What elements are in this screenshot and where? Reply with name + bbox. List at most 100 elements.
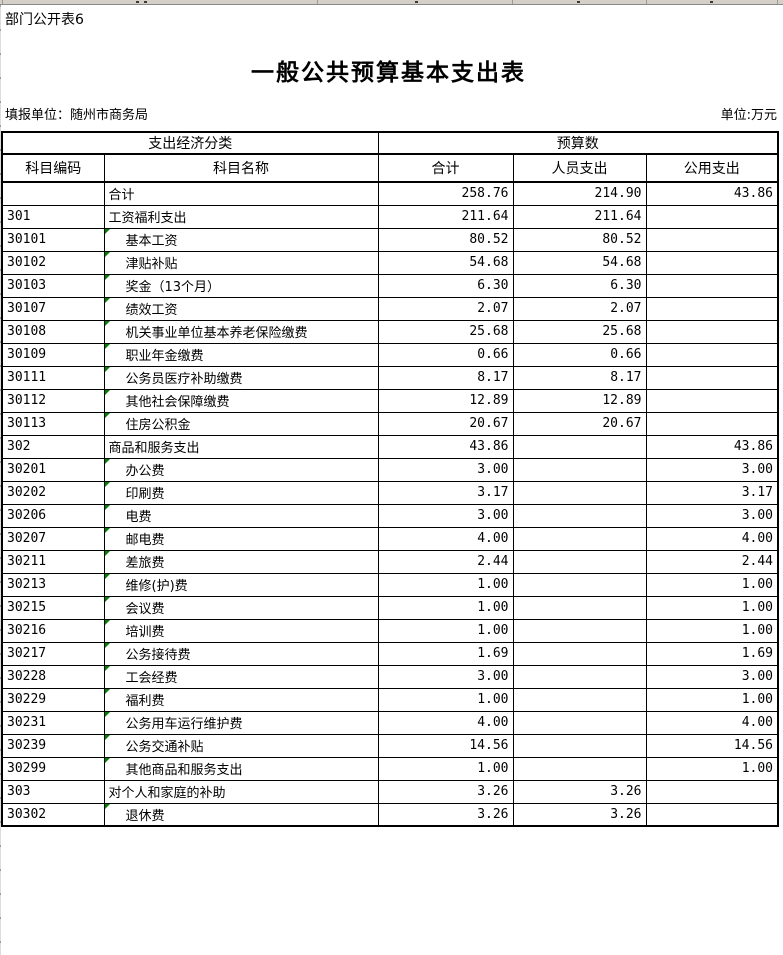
cell-total-value[interactable]: 3.00 <box>377 457 514 482</box>
cell-public-value[interactable] <box>645 204 779 229</box>
cell-personnel-value[interactable]: 3.26 <box>512 779 647 804</box>
cell-total-value[interactable]: 25.68 <box>377 319 514 344</box>
cell-total-value[interactable]: 12.89 <box>377 388 514 413</box>
cell-subject-code[interactable]: 30302 <box>1 802 105 827</box>
cell-subject-name[interactable]: 商品和服务支出 <box>103 434 379 459</box>
cell-public-value[interactable] <box>645 388 779 413</box>
cell-public-value[interactable] <box>645 296 779 321</box>
cell-public-value[interactable]: 3.17 <box>645 480 779 505</box>
cell-subject-name[interactable]: 机关事业单位基本养老保险缴费 <box>103 319 379 344</box>
cell-subject-code[interactable]: 30215 <box>1 595 105 620</box>
cell-personnel-value[interactable] <box>512 618 647 643</box>
cell-subject-code[interactable]: 302 <box>1 434 105 459</box>
cell-total-value[interactable]: 1.00 <box>377 756 514 781</box>
cell-subject-name[interactable]: 邮电费 <box>103 526 379 551</box>
cell-subject-name[interactable]: 公务交通补贴 <box>103 733 379 758</box>
cell-total-value[interactable]: 1.00 <box>377 687 514 712</box>
cell-subject-code[interactable]: 30201 <box>1 457 105 482</box>
cell-public-value[interactable]: 43.86 <box>645 434 779 459</box>
cell-personnel-value[interactable]: 3.26 <box>512 802 647 827</box>
cell-personnel-value[interactable]: 54.68 <box>512 250 647 275</box>
cell-personnel-value[interactable]: 2.07 <box>512 296 647 321</box>
cell-subject-code[interactable]: 303 <box>1 779 105 804</box>
cell-subject-name[interactable]: 合计 <box>103 181 379 206</box>
cell-subject-name[interactable]: 公务用车运行维护费 <box>103 710 379 735</box>
cell-subject-code[interactable]: 30229 <box>1 687 105 712</box>
cell-public-value[interactable]: 1.00 <box>645 572 779 597</box>
cell-personnel-value[interactable]: 12.89 <box>512 388 647 413</box>
cell-total-value[interactable]: 20.67 <box>377 411 514 436</box>
cell-personnel-value[interactable]: 8.17 <box>512 365 647 390</box>
header-public[interactable]: 公用支出 <box>645 153 779 183</box>
cell-public-value[interactable] <box>645 779 779 804</box>
cell-personnel-value[interactable] <box>512 526 647 551</box>
cell-public-value[interactable] <box>645 250 779 275</box>
cell-total-value[interactable]: 258.76 <box>377 181 514 206</box>
cell-public-value[interactable]: 1.00 <box>645 618 779 643</box>
cell-subject-name[interactable]: 绩效工资 <box>103 296 379 321</box>
cell-subject-code[interactable]: 30228 <box>1 664 105 689</box>
cell-subject-code[interactable]: 30109 <box>1 342 105 367</box>
cell-subject-code[interactable]: 30207 <box>1 526 105 551</box>
cell-personnel-value[interactable] <box>512 572 647 597</box>
cell-subject-code[interactable]: 30103 <box>1 273 105 298</box>
cell-public-value[interactable]: 2.44 <box>645 549 779 574</box>
cell-total-value[interactable]: 3.26 <box>377 779 514 804</box>
cell-personnel-value[interactable] <box>512 641 647 666</box>
header-personnel[interactable]: 人员支出 <box>512 153 647 183</box>
cell-subject-code[interactable]: 30213 <box>1 572 105 597</box>
cell-total-value[interactable]: 6.30 <box>377 273 514 298</box>
cell-total-value[interactable]: 43.86 <box>377 434 514 459</box>
cell-personnel-value[interactable] <box>512 595 647 620</box>
cell-personnel-value[interactable]: 20.67 <box>512 411 647 436</box>
cell-total-value[interactable]: 0.66 <box>377 342 514 367</box>
cell-subject-code[interactable]: 30102 <box>1 250 105 275</box>
cell-subject-name[interactable]: 其他商品和服务支出 <box>103 756 379 781</box>
cell-total-value[interactable]: 2.44 <box>377 549 514 574</box>
cell-total-value[interactable]: 54.68 <box>377 250 514 275</box>
header-budget[interactable]: 预算数 <box>377 131 779 155</box>
cell-public-value[interactable]: 3.00 <box>645 664 779 689</box>
cell-personnel-value[interactable] <box>512 503 647 528</box>
cell-public-value[interactable]: 4.00 <box>645 526 779 551</box>
cell-personnel-value[interactable]: 25.68 <box>512 319 647 344</box>
header-classification[interactable]: 支出经济分类 <box>1 131 379 155</box>
cell-subject-name[interactable]: 其他社会保障缴费 <box>103 388 379 413</box>
cell-total-value[interactable]: 4.00 <box>377 710 514 735</box>
cell-subject-name[interactable]: 职业年金缴费 <box>103 342 379 367</box>
cell-subject-code[interactable]: 30299 <box>1 756 105 781</box>
cell-subject-name[interactable]: 办公费 <box>103 457 379 482</box>
cell-subject-code[interactable]: 30211 <box>1 549 105 574</box>
cell-total-value[interactable]: 1.00 <box>377 618 514 643</box>
cell-subject-code[interactable]: 30231 <box>1 710 105 735</box>
cell-subject-name[interactable]: 工资福利支出 <box>103 204 379 229</box>
cell-personnel-value[interactable]: 211.64 <box>512 204 647 229</box>
cell-subject-code[interactable]: 30108 <box>1 319 105 344</box>
cell-public-value[interactable] <box>645 319 779 344</box>
cell-public-value[interactable] <box>645 227 779 252</box>
cell-total-value[interactable]: 3.00 <box>377 664 514 689</box>
cell-public-value[interactable]: 14.56 <box>645 733 779 758</box>
cell-subject-name[interactable]: 住房公积金 <box>103 411 379 436</box>
cell-public-value[interactable]: 1.00 <box>645 756 779 781</box>
cell-public-value[interactable]: 4.00 <box>645 710 779 735</box>
cell-subject-code[interactable]: 30112 <box>1 388 105 413</box>
cell-total-value[interactable]: 80.52 <box>377 227 514 252</box>
header-total[interactable]: 合计 <box>377 153 514 183</box>
cell-personnel-value[interactable]: 214.90 <box>512 181 647 206</box>
cell-personnel-value[interactable] <box>512 687 647 712</box>
cell-total-value[interactable]: 1.00 <box>377 595 514 620</box>
cell-subject-name[interactable]: 福利费 <box>103 687 379 712</box>
cell-subject-code[interactable]: 30113 <box>1 411 105 436</box>
cell-personnel-value[interactable]: 80.52 <box>512 227 647 252</box>
cell-subject-code[interactable]: 30202 <box>1 480 105 505</box>
header-subject-name[interactable]: 科目名称 <box>103 153 379 183</box>
cell-subject-name[interactable]: 公务员医疗补助缴费 <box>103 365 379 390</box>
cell-personnel-value[interactable] <box>512 733 647 758</box>
cell-total-value[interactable]: 3.17 <box>377 480 514 505</box>
cell-subject-code[interactable]: 30101 <box>1 227 105 252</box>
header-subject-code[interactable]: 科目编码 <box>1 153 105 183</box>
cell-subject-name[interactable]: 津贴补贴 <box>103 250 379 275</box>
cell-personnel-value[interactable] <box>512 710 647 735</box>
cell-personnel-value[interactable] <box>512 480 647 505</box>
